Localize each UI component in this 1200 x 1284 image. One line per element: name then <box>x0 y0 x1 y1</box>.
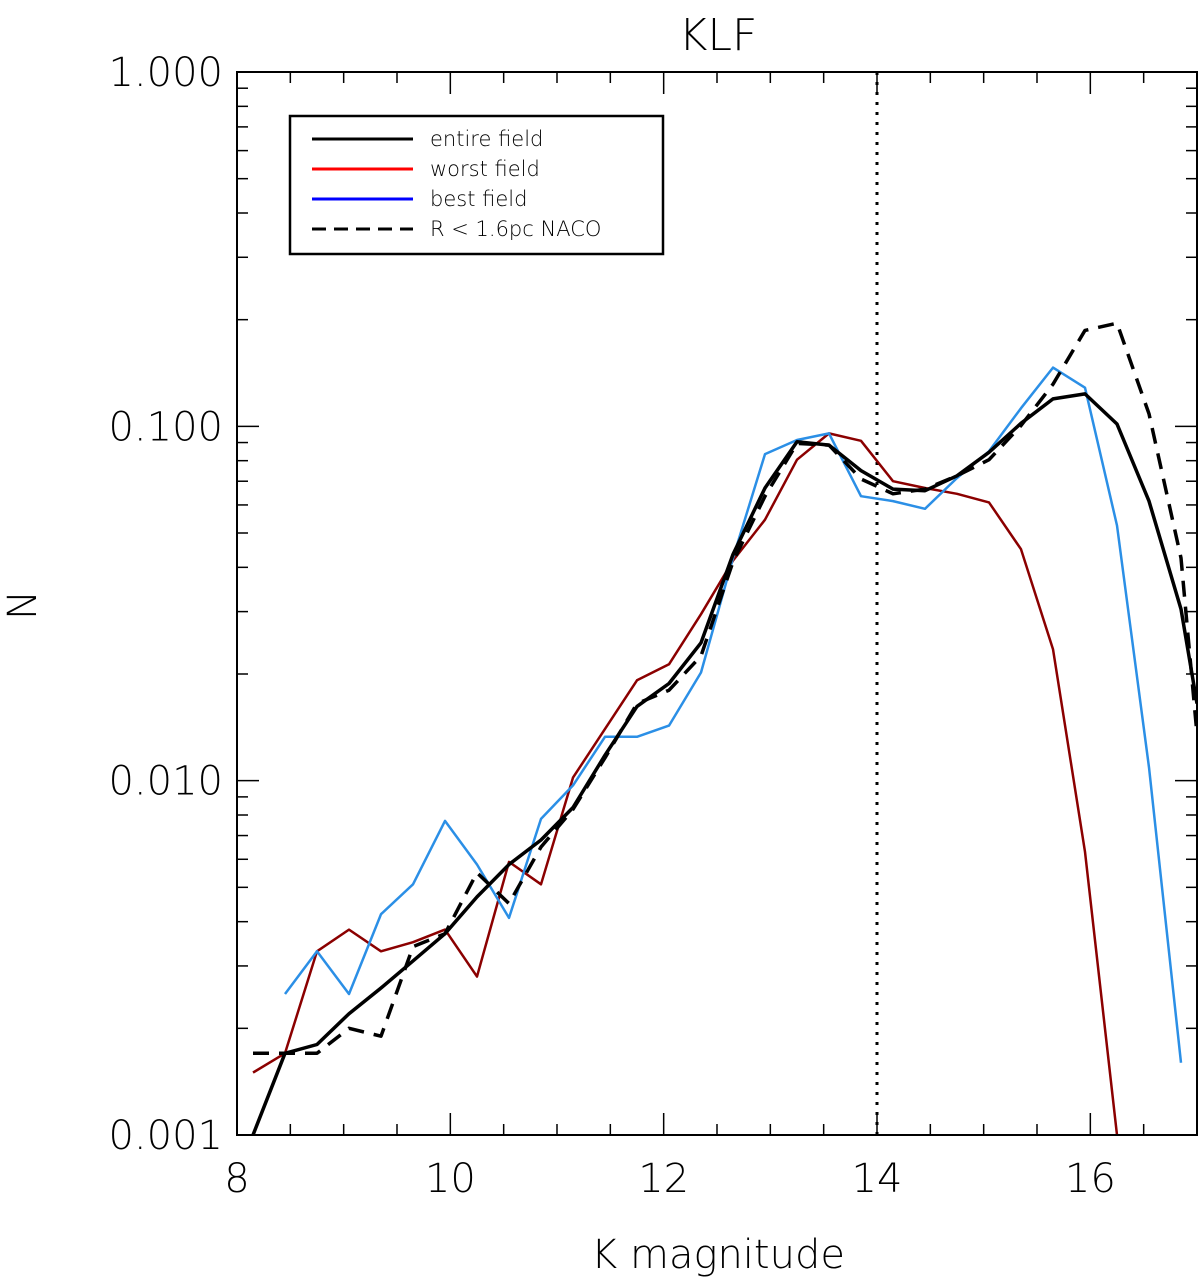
y-tick-label: 0.010 <box>108 759 223 805</box>
legend-entry: R < 1.6pc NACO <box>312 217 601 241</box>
x-axis-label: K magnitude <box>591 1232 845 1278</box>
legend: entire field worst field best field R < … <box>288 114 665 256</box>
y-tick-label: 0.100 <box>108 404 223 450</box>
y-axis-label: N <box>0 590 46 620</box>
plot-frame <box>236 71 1198 1136</box>
y-tick-label: 1.000 <box>108 50 223 96</box>
legend-entry: worst field <box>312 157 540 181</box>
legend-label: R < 1.6pc NACO <box>430 217 601 241</box>
legend-entry: best field <box>312 187 527 211</box>
plot-area: 8 10 12 14 16 0.001 0.010 0.100 1.000 <box>108 50 1198 1202</box>
series-line-entire-field <box>251 392 1197 1135</box>
legend-label: entire field <box>430 127 543 151</box>
chart-title: KLF <box>679 10 758 61</box>
x-tick-label: 16 <box>1065 1156 1116 1202</box>
legend-label: worst field <box>430 157 540 181</box>
x-tick-label: 10 <box>425 1156 476 1202</box>
series-line-best-field <box>283 366 1183 1063</box>
x-tick-label: 8 <box>224 1156 249 1202</box>
legend-label: best field <box>430 187 527 211</box>
x-tick-label: 14 <box>852 1156 903 1202</box>
series-line-r-1-6pc-naco <box>253 321 1197 1056</box>
x-tick-label: 12 <box>638 1156 689 1202</box>
series-line-worst-field <box>252 432 1119 1135</box>
legend-entry: entire field <box>312 127 543 151</box>
y-tick-label: 0.001 <box>108 1113 223 1159</box>
legend-box <box>288 114 665 256</box>
